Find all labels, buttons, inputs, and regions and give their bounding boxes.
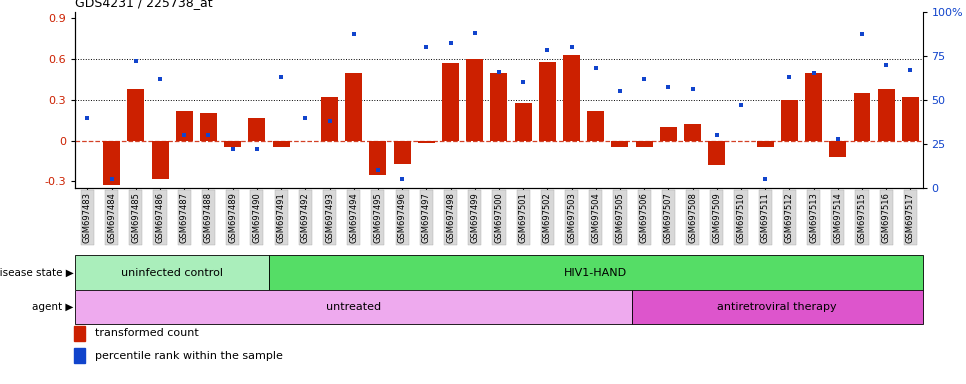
Bar bbox=[248, 118, 266, 141]
Text: HIV1-HAND: HIV1-HAND bbox=[564, 268, 627, 278]
Text: disease state ▶: disease state ▶ bbox=[0, 268, 73, 278]
Bar bbox=[74, 326, 85, 341]
Bar bbox=[756, 141, 774, 147]
Bar bbox=[830, 141, 846, 157]
Bar bbox=[272, 141, 290, 147]
Bar bbox=[660, 127, 677, 141]
Text: agent ▶: agent ▶ bbox=[32, 302, 73, 312]
Bar bbox=[176, 111, 193, 141]
Bar bbox=[321, 97, 338, 141]
Bar bbox=[418, 141, 435, 143]
Bar bbox=[442, 63, 459, 141]
Bar bbox=[632, 290, 923, 324]
Bar bbox=[103, 141, 120, 185]
Bar bbox=[611, 141, 629, 147]
Text: GDS4231 / 225738_at: GDS4231 / 225738_at bbox=[75, 0, 213, 9]
Text: untreated: untreated bbox=[327, 302, 382, 312]
Bar bbox=[563, 55, 580, 141]
Bar bbox=[394, 141, 411, 164]
Bar bbox=[75, 290, 632, 324]
Text: transformed count: transformed count bbox=[95, 328, 198, 338]
Bar bbox=[75, 255, 269, 290]
Bar bbox=[515, 103, 531, 141]
Text: uninfected control: uninfected control bbox=[121, 268, 223, 278]
Bar bbox=[467, 59, 483, 141]
Text: percentile rank within the sample: percentile rank within the sample bbox=[95, 351, 282, 361]
Bar bbox=[152, 141, 168, 179]
Bar bbox=[636, 141, 653, 147]
Bar bbox=[74, 348, 85, 363]
Bar bbox=[684, 124, 701, 141]
Bar bbox=[369, 141, 386, 175]
Bar bbox=[587, 111, 604, 141]
Bar bbox=[269, 255, 923, 290]
Bar bbox=[224, 141, 242, 147]
Bar bbox=[200, 113, 217, 141]
Bar bbox=[345, 73, 362, 141]
Bar bbox=[539, 62, 555, 141]
Bar bbox=[128, 89, 144, 141]
Bar bbox=[805, 73, 822, 141]
Bar bbox=[781, 100, 798, 141]
Bar bbox=[491, 73, 507, 141]
Bar bbox=[878, 89, 895, 141]
Bar bbox=[854, 93, 870, 141]
Bar bbox=[902, 97, 919, 141]
Text: antiretroviral therapy: antiretroviral therapy bbox=[718, 302, 838, 312]
Bar bbox=[708, 141, 725, 165]
